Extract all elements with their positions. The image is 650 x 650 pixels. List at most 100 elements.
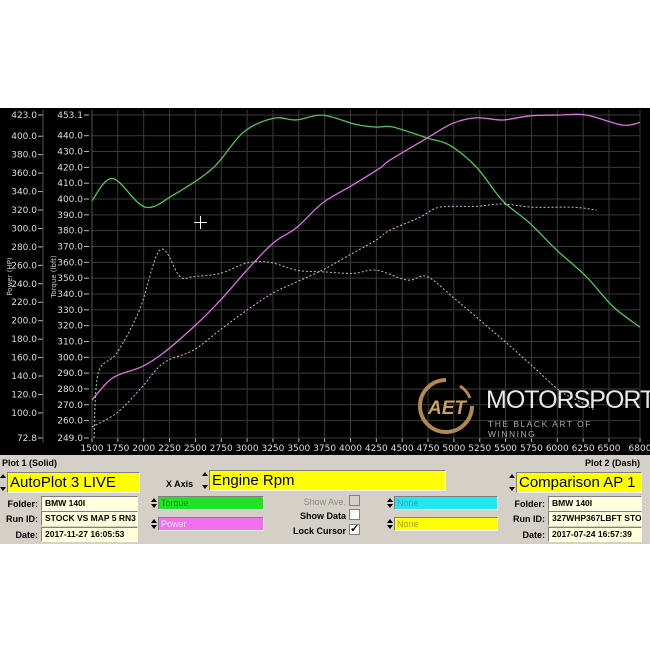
x-tick-label: 3750 bbox=[313, 444, 336, 454]
show-ave-checkbox[interactable] bbox=[349, 495, 360, 506]
channel-power-field[interactable]: Power bbox=[158, 517, 264, 531]
x-tick-label: 5500 bbox=[494, 444, 517, 454]
power-tick-label: 260.0 bbox=[11, 261, 37, 271]
plot2-folder-label: Folder: bbox=[514, 499, 546, 509]
plot1-date-field: 2017-11-27 16:05:53 bbox=[41, 527, 138, 542]
torque-tick-label: 280.0 bbox=[57, 385, 83, 395]
x-tick-label: 2250 bbox=[158, 444, 181, 454]
channel4-spinner[interactable] bbox=[387, 517, 393, 531]
power-tick-label: 200.0 bbox=[11, 317, 37, 327]
plot1-name-field[interactable]: AutoPlot 3 LIVE bbox=[7, 472, 140, 493]
plot1-header: Plot 1 (Solid) bbox=[2, 458, 57, 468]
dyno-plot-svg[interactable]: 1500 1750 2000 2250 2500 2750 3000 3250 3500 3750… bbox=[0, 108, 650, 455]
power-tick-label: 100.0 bbox=[11, 409, 37, 419]
plot1-power-line bbox=[91, 113, 641, 401]
power-tick-label: 180.0 bbox=[11, 335, 37, 345]
plot2-runid-label: Run ID: bbox=[513, 514, 545, 524]
plot1-torque-line bbox=[91, 114, 641, 328]
x-tick-label: 2000 bbox=[132, 444, 155, 454]
x-tick-label: 2750 bbox=[210, 444, 233, 454]
channel-none-yellow-field[interactable]: None bbox=[394, 517, 498, 531]
torque-tick-label: 249.0 bbox=[57, 434, 83, 444]
plot2-name-field[interactable]: Comparison AP 1 bbox=[516, 472, 642, 493]
torque-tick-label: 310.0 bbox=[57, 337, 83, 347]
torque-tick-label: 390.0 bbox=[57, 211, 83, 221]
torque-tick-label: 420.0 bbox=[57, 163, 83, 173]
power-tick-label: 380.0 bbox=[11, 151, 37, 161]
x-tick-label: 6000 bbox=[546, 444, 569, 454]
power-tick-label: 360.0 bbox=[11, 169, 37, 179]
torque-tick-label: 430.0 bbox=[57, 148, 83, 158]
power-tick-label: 423.0 bbox=[11, 111, 37, 121]
power-axis-label: Power (HP) bbox=[6, 257, 14, 296]
torque-axis-label: Torque (lbft) bbox=[50, 255, 58, 299]
x-tick-label: 5750 bbox=[520, 444, 543, 454]
channel3-spinner[interactable] bbox=[387, 496, 393, 510]
x-tick-label: 4500 bbox=[391, 444, 414, 454]
x-tick-label: 5000 bbox=[442, 444, 465, 454]
power-tick-label: 320.0 bbox=[11, 206, 37, 216]
plot2-date-field: 2017-07-24 16:57:39 bbox=[548, 527, 642, 542]
plot1-spinner[interactable] bbox=[0, 472, 6, 493]
channel-torque-field[interactable]: Torque bbox=[158, 496, 264, 510]
plot1-date-label: Date: bbox=[15, 530, 38, 540]
torque-tick-label: 350.0 bbox=[57, 274, 83, 284]
torque-tick-label: 300.0 bbox=[57, 353, 83, 363]
torque-tick-label: 400.0 bbox=[57, 195, 83, 205]
torque-tick-label: 260.0 bbox=[57, 417, 83, 427]
plot2-date-label: Date: bbox=[522, 530, 545, 540]
plot1-runid-label: Run ID: bbox=[6, 514, 38, 524]
x-tick-label: 1750 bbox=[106, 444, 129, 454]
power-tick-label: 240.0 bbox=[11, 280, 37, 290]
aet-motorsport-logo: AET MOTORSPORT THE BLACK ART OF WINNING bbox=[416, 376, 650, 439]
x-tick-label: 3250 bbox=[261, 444, 284, 454]
plot1-folder-field: BMW 140I bbox=[41, 496, 138, 511]
plot1-runid-field: STOCK VS MAP 5 RN3 bbox=[41, 511, 138, 526]
x-tick-label: 6800 bbox=[629, 444, 650, 454]
aet-logo-emblem: AET bbox=[418, 378, 474, 434]
power-tick-label: 120.0 bbox=[11, 390, 37, 400]
x-tick-label: 2500 bbox=[184, 444, 207, 454]
xaxis-spinner[interactable] bbox=[202, 470, 208, 491]
torque-tick-label: 360.0 bbox=[57, 258, 83, 268]
power-tick-label: 300.0 bbox=[11, 224, 37, 234]
torque-tick-label: 340.0 bbox=[57, 290, 83, 300]
plot2-power-line bbox=[91, 203, 597, 428]
power-tick-label: 280.0 bbox=[11, 243, 37, 253]
plot2-spinner[interactable] bbox=[509, 472, 515, 493]
dyno-chart[interactable]: 1500 1750 2000 2250 2500 2750 3000 3250 3500 3750… bbox=[0, 108, 650, 455]
channel-none-cyan-field[interactable]: None bbox=[394, 496, 498, 510]
x-tick-label: 4750 bbox=[417, 444, 440, 454]
power-tick-label: 160.0 bbox=[11, 354, 37, 364]
x-tick-label: 5250 bbox=[468, 444, 491, 454]
x-tick-label: 6500 bbox=[598, 444, 621, 454]
xaxis-field[interactable]: Engine Rpm bbox=[209, 470, 446, 491]
plot2-runid-field: 327WHP367LBFT STOCI bbox=[548, 511, 642, 526]
svg-text:AET: AET bbox=[427, 398, 467, 419]
power-tick-label: 340.0 bbox=[11, 188, 37, 198]
xaxis-label: X Axis bbox=[166, 479, 194, 489]
power-tick-label: 72.8 bbox=[17, 434, 37, 444]
show-data-label: Show Data bbox=[299, 511, 346, 521]
logo-motorsport-text: MOTORSPORT bbox=[486, 386, 650, 414]
channel2-spinner[interactable] bbox=[151, 517, 157, 531]
torque-tick-label: 453.1 bbox=[57, 111, 83, 121]
x-tick-label: 4250 bbox=[365, 444, 388, 454]
show-data-checkbox[interactable] bbox=[349, 509, 360, 520]
x-tick-label: 4000 bbox=[339, 444, 362, 454]
power-tick-label: 140.0 bbox=[11, 372, 37, 382]
channel1-spinner[interactable] bbox=[151, 496, 157, 510]
torque-tick-label: 380.0 bbox=[57, 227, 83, 237]
torque-tick-label: 330.0 bbox=[57, 306, 83, 316]
torque-tick-label: 410.0 bbox=[57, 179, 83, 189]
x-tick-label: 3000 bbox=[236, 444, 259, 454]
torque-tick-label: 440.0 bbox=[57, 132, 83, 142]
torque-tick-label: 270.0 bbox=[57, 401, 83, 411]
show-ave-label: Show Ave. bbox=[303, 497, 346, 507]
lock-cursor-checkbox[interactable]: ✓ bbox=[349, 523, 360, 535]
lock-cursor-label: Lock Cursor bbox=[292, 526, 346, 536]
plot-control-panel: Plot 1 (Solid) Plot 2 (Dash) AutoPlot 3 … bbox=[0, 455, 650, 544]
cursor-crosshair-icon bbox=[194, 216, 207, 229]
power-tick-label: 400.0 bbox=[11, 132, 37, 142]
torque-tick-label: 320.0 bbox=[57, 322, 83, 332]
